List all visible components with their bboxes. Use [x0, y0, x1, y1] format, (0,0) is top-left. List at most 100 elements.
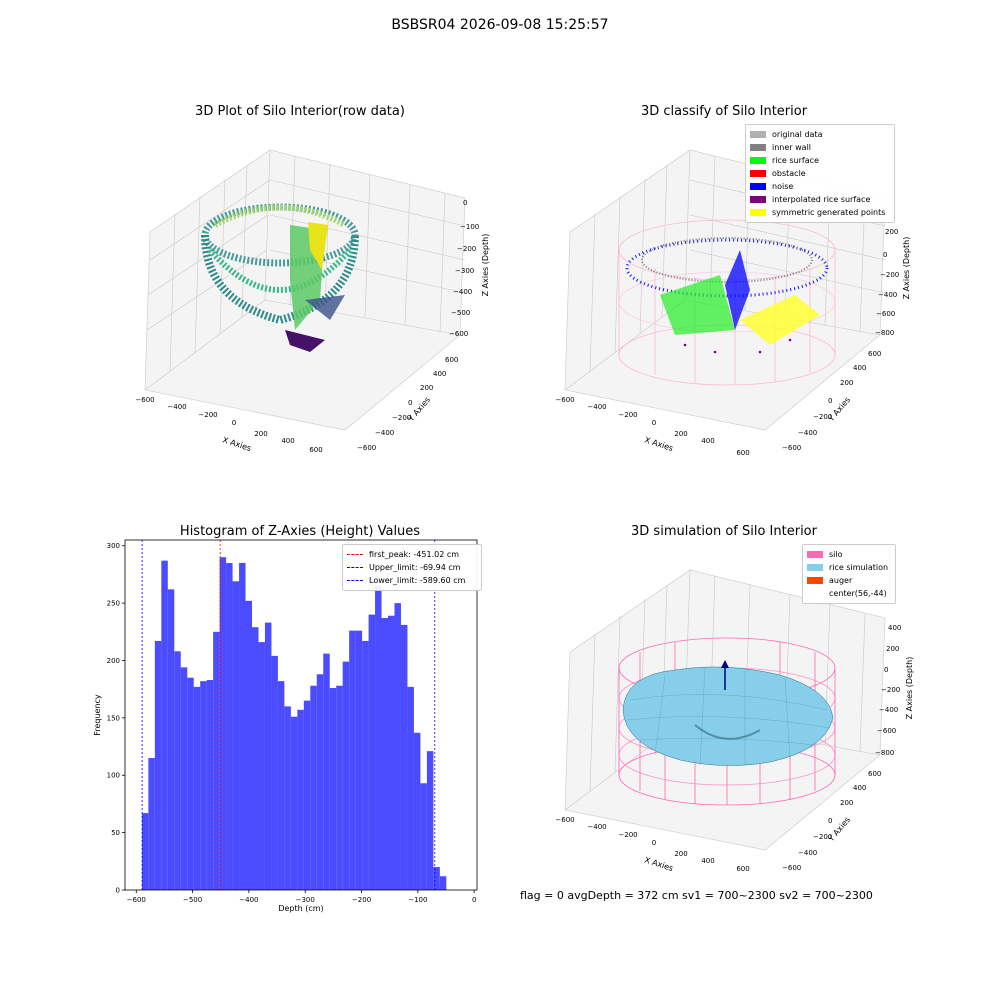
histogram-bar — [439, 876, 447, 890]
legend-item: Lower_limit: -589.60 cm — [347, 574, 477, 587]
simulation-ztick: 0 — [884, 666, 888, 674]
legend-swatch — [750, 144, 766, 151]
legend-item: rice surface — [750, 154, 890, 167]
legend-swatch — [750, 131, 766, 138]
histogram-xlabel: Depth (cm) — [278, 904, 323, 913]
simulation-ytick: 200 — [840, 799, 853, 807]
legend-label: symmetric generated points — [772, 208, 886, 217]
histogram-bar — [381, 618, 389, 890]
histogram-bar — [407, 686, 414, 890]
histogram-bar — [167, 589, 175, 890]
simulation-ztick: −600 — [877, 727, 896, 735]
legend-swatch — [750, 157, 766, 164]
histogram-bar — [413, 732, 421, 890]
histogram-bar — [245, 600, 253, 890]
raw-ztick: −400 — [453, 288, 472, 296]
classify-legend: original data inner wall rice surface ob… — [745, 124, 895, 223]
raw-3d-plot: −600 −400 −200 0 200 400 600 −600 −400 −… — [135, 149, 490, 454]
histogram-xticks: −600 −500 −400 −300 −200 −100 0 — [127, 890, 476, 904]
classify-ytick: −400 — [798, 429, 817, 437]
status-footer: flag = 0 avgDepth = 372 cm sv1 = 700~230… — [520, 889, 873, 902]
legend-item: obstacle — [750, 167, 890, 180]
y-tick-label: 250 — [107, 600, 120, 608]
simulation-xlabel: X Axies — [643, 855, 674, 873]
histogram-bar — [433, 867, 440, 890]
simulation-xtick: 200 — [674, 850, 687, 858]
y-tick-label: 150 — [107, 714, 120, 722]
histogram-bar — [180, 667, 188, 890]
histogram-bar — [394, 603, 401, 890]
simulation-xtick: 0 — [652, 839, 656, 847]
histogram-bar — [174, 651, 181, 890]
legend-item: first_peak: -451.02 cm — [347, 548, 477, 561]
raw-xtick: −400 — [167, 403, 186, 411]
classify-xtick: 200 — [674, 430, 687, 438]
legend-swatch — [750, 183, 766, 190]
histogram-bar — [258, 642, 265, 890]
raw-ztick: −200 — [457, 245, 476, 253]
histogram-bar — [284, 706, 291, 890]
simulation-ztick: −800 — [875, 749, 894, 757]
classify-ztick: 200 — [885, 228, 898, 236]
y-tick-label: 100 — [107, 772, 120, 780]
classify-ytick: 0 — [828, 397, 832, 405]
histogram-bar — [141, 813, 149, 890]
legend-item: center(56,-44) — [807, 587, 891, 600]
classify-xtick: −400 — [587, 403, 606, 411]
simulation-ytick: 600 — [868, 770, 881, 778]
legend-item: auger — [807, 574, 891, 587]
simulation-xtick: 600 — [736, 865, 749, 873]
legend-label: interpolated rice surface — [772, 195, 871, 204]
raw-ztick: −500 — [451, 309, 470, 317]
histogram-bar — [349, 630, 356, 890]
legend-line — [347, 580, 363, 581]
histogram-bar — [206, 680, 214, 890]
x-tick-label: 0 — [472, 896, 476, 904]
classify-ztick: 0 — [883, 251, 887, 259]
legend-item: original data — [750, 128, 890, 141]
classify-plot-title: 3D classify of Silo Interior — [640, 104, 808, 119]
histogram-bar — [154, 640, 162, 890]
histogram-bar — [277, 681, 285, 890]
raw-ztick: −100 — [460, 223, 479, 231]
raw-xtick: 0 — [232, 419, 236, 427]
simulation-ztick: 200 — [886, 645, 899, 653]
legend-swatch — [750, 209, 766, 216]
simulation-plot-title: 3D simulation of Silo Interior — [631, 524, 817, 539]
simulation-xtick: −400 — [587, 823, 606, 831]
raw-zlabel: Z Axies (Depth) — [481, 234, 490, 297]
simulation-ytick: 0 — [828, 817, 832, 825]
raw-ytick: −400 — [375, 429, 394, 437]
legend-swatch — [807, 590, 823, 597]
histogram-bar — [193, 686, 201, 890]
classify-ztick: −600 — [876, 310, 895, 318]
raw-ytick: −600 — [357, 444, 376, 452]
histogram-bar — [426, 751, 434, 890]
simulation-ytick: −600 — [782, 864, 801, 872]
simulation-xtick: 400 — [701, 857, 714, 865]
legend-label: first_peak: -451.02 cm — [369, 550, 460, 559]
legend-line — [347, 567, 363, 568]
classify-ztick: −400 — [878, 291, 897, 299]
histogram-bar — [375, 585, 382, 890]
legend-item: noise — [750, 180, 890, 193]
legend-label: center(56,-44) — [829, 589, 887, 598]
histogram-bar — [297, 709, 304, 890]
histogram-bar — [148, 758, 155, 890]
x-tick-label: −200 — [352, 896, 371, 904]
histogram-bar — [336, 685, 343, 890]
x-tick-label: −300 — [296, 896, 315, 904]
raw-xtick: −200 — [198, 411, 217, 419]
simulation-xtick: −600 — [555, 816, 574, 824]
simulation-legend: silo rice simulation auger center(56,-44… — [802, 544, 896, 604]
histogram-bar — [271, 655, 278, 890]
classify-xtick: 400 — [701, 437, 714, 445]
figure-title: BSBSR04 2026-09-08 15:25:57 — [391, 17, 609, 33]
legend-label: original data — [772, 130, 823, 139]
histogram-bar — [187, 677, 194, 890]
legend-label: rice surface — [772, 156, 819, 165]
classify-ytick: 600 — [868, 350, 881, 358]
raw-xtick: −600 — [135, 396, 154, 404]
simulation-zlabel: Z Axies (Depth) — [905, 657, 914, 720]
legend-swatch — [807, 564, 823, 571]
